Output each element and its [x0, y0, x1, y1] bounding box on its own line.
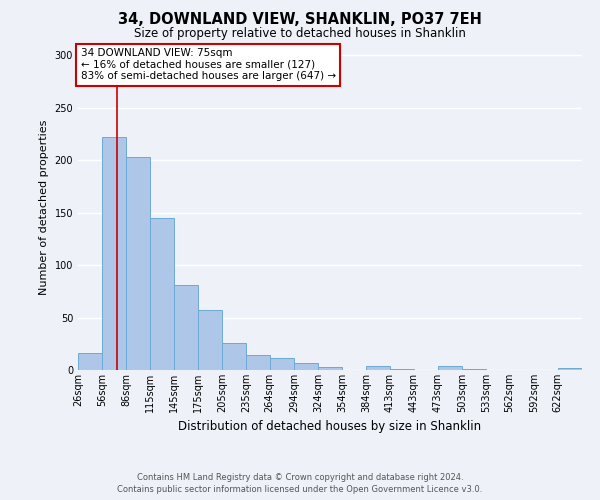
- Bar: [462, 369, 486, 370]
- Text: 34, DOWNLAND VIEW, SHANKLIN, PO37 7EH: 34, DOWNLAND VIEW, SHANKLIN, PO37 7EH: [118, 12, 482, 28]
- Text: Size of property relative to detached houses in Shanklin: Size of property relative to detached ho…: [134, 28, 466, 40]
- Bar: [127, 157, 149, 370]
- Bar: [389, 369, 414, 370]
- Bar: [149, 218, 174, 370]
- Bar: [269, 358, 294, 370]
- Text: Contains HM Land Registry data © Crown copyright and database right 2024.
Contai: Contains HM Land Registry data © Crown c…: [118, 472, 482, 494]
- Bar: [318, 367, 342, 370]
- Bar: [558, 368, 582, 370]
- Bar: [78, 353, 102, 370]
- Bar: [102, 138, 127, 370]
- Bar: [198, 310, 222, 370]
- Bar: [366, 366, 389, 370]
- Bar: [222, 342, 246, 370]
- Bar: [438, 366, 462, 370]
- Y-axis label: Number of detached properties: Number of detached properties: [39, 120, 49, 295]
- Bar: [246, 356, 269, 370]
- Bar: [294, 362, 318, 370]
- Bar: [174, 285, 198, 370]
- Text: 34 DOWNLAND VIEW: 75sqm
← 16% of detached houses are smaller (127)
83% of semi-d: 34 DOWNLAND VIEW: 75sqm ← 16% of detache…: [80, 48, 335, 82]
- X-axis label: Distribution of detached houses by size in Shanklin: Distribution of detached houses by size …: [178, 420, 482, 434]
